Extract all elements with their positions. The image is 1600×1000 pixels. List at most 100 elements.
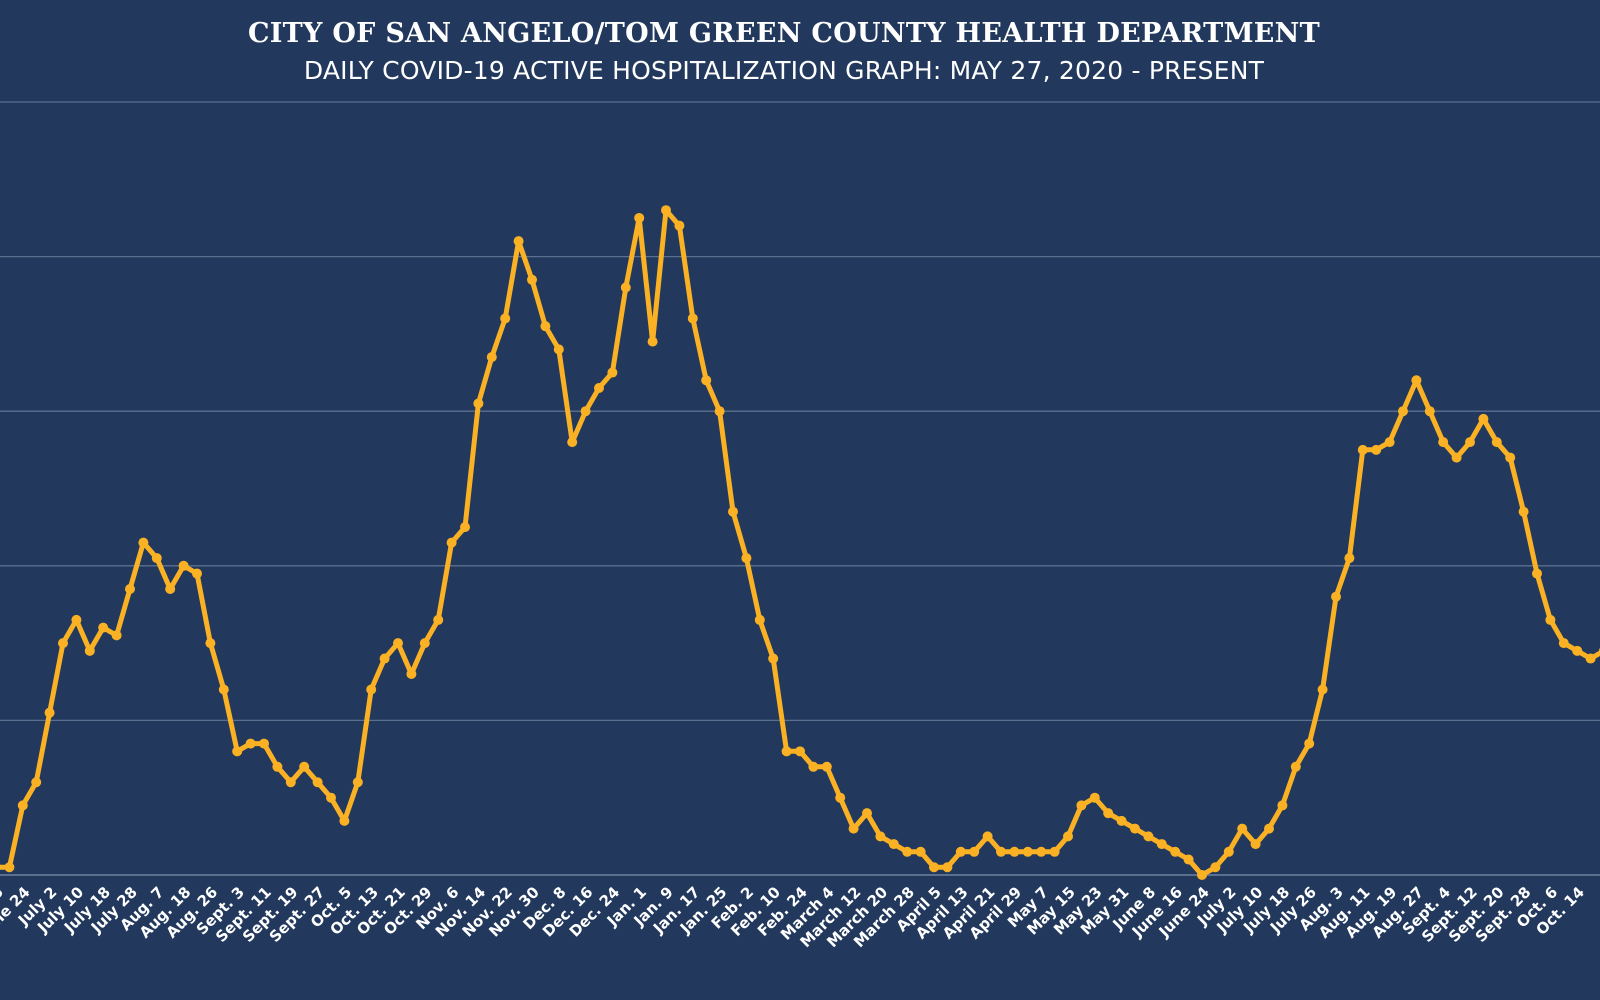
data-point (1317, 684, 1328, 695)
data-point (1398, 406, 1408, 417)
hospitalization-line (0, 207, 1600, 878)
data-point (1558, 638, 1569, 649)
data-point (1250, 839, 1261, 850)
data-point (1264, 823, 1274, 834)
data-point (98, 622, 109, 633)
data-point (674, 220, 685, 231)
data-point (714, 406, 725, 417)
data-point (31, 777, 42, 788)
data-point (379, 653, 390, 664)
data-point (795, 746, 805, 757)
data-point (352, 777, 363, 788)
data-point (285, 777, 296, 788)
data-point (433, 614, 444, 625)
data-point (955, 846, 966, 857)
data-point (781, 746, 792, 757)
data-point (741, 553, 752, 564)
data-point (888, 839, 899, 850)
data-point (821, 761, 832, 772)
data-point (406, 669, 417, 680)
data-point (1491, 437, 1502, 448)
data-point (17, 800, 28, 811)
data-point (1290, 761, 1301, 772)
data-point (862, 808, 872, 819)
data-point (1518, 506, 1529, 517)
chart-subtitle: DAILY COVID-19 ACTIVE HOSPITALIZATION GR… (303, 56, 1265, 85)
data-point (232, 746, 243, 757)
data-point (366, 684, 377, 695)
data-point (165, 583, 176, 594)
data-point (1451, 452, 1462, 463)
data-point (768, 653, 779, 664)
data-point (567, 437, 578, 448)
data-point (915, 846, 926, 857)
data-point (1223, 846, 1234, 857)
data-point (151, 553, 162, 564)
data-point (1022, 846, 1033, 857)
data-point (553, 344, 564, 355)
data-point (1170, 846, 1181, 857)
data-point (1384, 437, 1395, 448)
gridlines (0, 101, 1600, 876)
data-point (1036, 846, 1047, 857)
data-point (111, 630, 122, 641)
data-point (1465, 437, 1475, 448)
data-point (272, 761, 283, 772)
data-point (138, 537, 149, 548)
data-point (1505, 452, 1516, 463)
data-point (942, 862, 953, 873)
data-point (1545, 614, 1556, 625)
data-point (218, 684, 229, 695)
data-point (1049, 846, 1060, 857)
data-point (527, 274, 537, 285)
data-point (125, 583, 135, 594)
data-point (205, 638, 216, 649)
data-point (393, 638, 403, 649)
data-point (754, 614, 765, 625)
data-point (473, 398, 484, 409)
data-point (1424, 406, 1435, 417)
data-point (835, 792, 846, 803)
data-point (929, 862, 939, 873)
data-point (1371, 444, 1382, 455)
data-point (460, 522, 470, 533)
data-point (1076, 800, 1087, 811)
data-point (848, 823, 859, 834)
data-point (446, 537, 457, 548)
data-point (44, 707, 55, 718)
data-point (634, 212, 645, 223)
data-point (875, 831, 886, 842)
data-point (192, 568, 202, 579)
data-point (969, 846, 980, 857)
data-point (687, 313, 698, 324)
data-point (4, 862, 15, 873)
data-point (1438, 437, 1449, 448)
data-point (1344, 553, 1355, 564)
data-point (1116, 815, 1127, 826)
data-point (245, 738, 256, 749)
data-point (580, 406, 591, 417)
data-point (1183, 854, 1194, 865)
data-point (178, 560, 189, 571)
data-point (58, 638, 68, 649)
data-point (808, 761, 819, 772)
data-point (661, 205, 671, 216)
data-point (701, 375, 712, 386)
data-point (1156, 839, 1167, 850)
data-point (259, 738, 269, 749)
data-point (1331, 591, 1341, 602)
data-point (1103, 808, 1114, 819)
data-point (1009, 846, 1020, 857)
chart-title: CITY OF SAN ANGELO/TOM GREEN COUNTY HEAL… (247, 18, 1321, 49)
data-point (1197, 870, 1207, 880)
data-point (1532, 568, 1542, 579)
data-point (486, 352, 497, 363)
data-point (620, 282, 631, 293)
series-line (0, 205, 1600, 880)
data-point (1089, 792, 1100, 803)
data-point (1130, 823, 1140, 834)
data-point (996, 846, 1006, 857)
data-point (594, 383, 604, 394)
data-point (982, 831, 993, 842)
